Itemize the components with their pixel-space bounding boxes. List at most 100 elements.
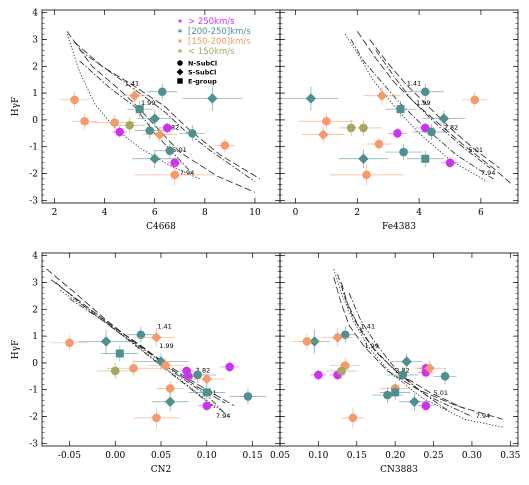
data-point <box>188 129 197 138</box>
age-label: 5.01 <box>172 146 186 154</box>
data-point <box>165 384 175 393</box>
x-tick-label: 6 <box>152 208 158 218</box>
data-point <box>424 363 435 374</box>
x-tick-label: -0.05 <box>58 451 81 461</box>
age-label: 2.82 <box>196 366 210 374</box>
data-point <box>420 123 430 133</box>
data-point <box>145 126 155 135</box>
data-point <box>155 356 167 367</box>
data-point <box>149 153 160 164</box>
y-tick-label: 2 <box>32 305 38 315</box>
panel-c4668: 1.41 1.99 2.82 5.01 7.94 -3 -2 -1 0 1 2 3 4 2 4 6 8 10 C46… <box>11 9 281 232</box>
y-tick-label: 3 <box>32 278 38 288</box>
data-point <box>170 158 180 168</box>
plot-area: 1.411.992.825.017.94 <box>291 268 503 429</box>
data-point <box>135 105 144 114</box>
data-point <box>421 401 431 411</box>
model-track <box>333 276 503 420</box>
data-point <box>445 158 455 168</box>
legend-star-icon: ✶ <box>176 27 183 37</box>
x-tick-label: 8 <box>202 208 208 218</box>
y-tick-label: 1 <box>32 332 38 342</box>
x-tick-label: 0.05 <box>151 451 171 461</box>
y-tick-label: 0 <box>32 359 38 369</box>
data-point <box>391 388 400 397</box>
data-point <box>396 105 405 114</box>
panel-cn3883: 1.41 1.99 2.82 5.01 7.94 0.05 0.10 0.15 0.20 0.25… <box>270 252 521 475</box>
model-track <box>341 282 465 409</box>
age-label: 5.01 <box>434 389 448 397</box>
data-point <box>110 118 119 127</box>
data-point <box>420 87 430 97</box>
x-axis-label: CN2 <box>151 465 172 475</box>
data-point <box>401 356 412 367</box>
x-tick-label: 0 <box>293 208 299 218</box>
plot-area: 1.411.992.825.017.94 <box>46 268 267 429</box>
data-point <box>318 129 329 140</box>
x-axis-label: Fe4383 <box>382 222 416 232</box>
model-track <box>333 268 503 428</box>
legend-group-label: N-SubCl <box>188 60 217 68</box>
age-label: 7.94 <box>216 412 230 420</box>
model-track <box>348 293 450 412</box>
data-point <box>440 372 450 381</box>
age-label: 1.41 <box>361 323 375 331</box>
y-tick-label: 1 <box>32 89 38 99</box>
age-label: 2.82 <box>165 123 179 131</box>
age-label: 1.99 <box>364 342 378 350</box>
plot-area: 1.411.992.825.017.94 <box>59 31 261 193</box>
legend-star-icon: ✶ <box>176 37 183 47</box>
plot-area: 1.411.992.825.017.94 <box>283 31 513 186</box>
legend-diamond-icon <box>176 68 184 76</box>
legend: ✶ > 250km/s ✶ [200-250]km/s ✶ [150-200]km/s ✶ <… <box>176 17 251 86</box>
y-tick-label: -2 <box>29 170 38 180</box>
data-point <box>243 392 253 401</box>
y-tick-label: 0 <box>32 116 38 126</box>
data-point <box>125 120 134 130</box>
age-label: 1.41 <box>407 80 421 88</box>
y-axis-label: HγF <box>11 97 21 116</box>
data-point <box>162 123 172 133</box>
x-tick-label: 0.30 <box>462 451 482 461</box>
x-tick-label: 0.15 <box>243 451 263 461</box>
y-tick-label: -1 <box>29 143 38 153</box>
age-label: 1.99 <box>416 99 430 107</box>
model-track <box>50 279 226 404</box>
data-point <box>399 147 408 157</box>
x-axis-label: CN3883 <box>380 465 418 475</box>
legend-square-icon <box>177 78 183 84</box>
data-point <box>170 170 180 180</box>
data-point <box>184 372 193 381</box>
x-tick-label: 6 <box>478 208 484 218</box>
data-point <box>305 93 317 104</box>
age-label: 1.99 <box>159 342 173 350</box>
data-point <box>129 363 138 373</box>
data-point <box>332 332 343 343</box>
age-label: 7.94 <box>476 412 490 420</box>
model-track <box>375 49 491 169</box>
age-label: 1.41 <box>157 323 171 331</box>
data-point <box>225 362 234 372</box>
legend-entry-label: > 250km/s <box>188 17 235 27</box>
data-point <box>154 129 165 140</box>
data-point <box>115 127 124 137</box>
data-point <box>359 123 368 133</box>
age-label: 1.99 <box>141 99 155 107</box>
legend-entry-label: [200-250]km/s <box>188 27 251 37</box>
data-point <box>314 370 323 380</box>
model-track <box>69 298 217 409</box>
data-point <box>115 349 124 358</box>
age-label: 2.82 <box>444 123 458 131</box>
model-track <box>79 49 256 182</box>
x-tick-label: 0.35 <box>500 451 520 461</box>
legend-group-label: S-SubCl <box>188 69 216 77</box>
x-tick-label: 4 <box>416 208 422 218</box>
data-point <box>136 330 146 340</box>
y-tick-label: -2 <box>29 413 38 423</box>
data-point <box>129 90 140 101</box>
panel-cn2: 1.411.992.825.017.94-3-2-101234-0.050.00… <box>11 252 281 475</box>
x-tick-label: 0.25 <box>424 451 444 461</box>
data-point <box>202 401 212 411</box>
data-point <box>100 336 112 347</box>
